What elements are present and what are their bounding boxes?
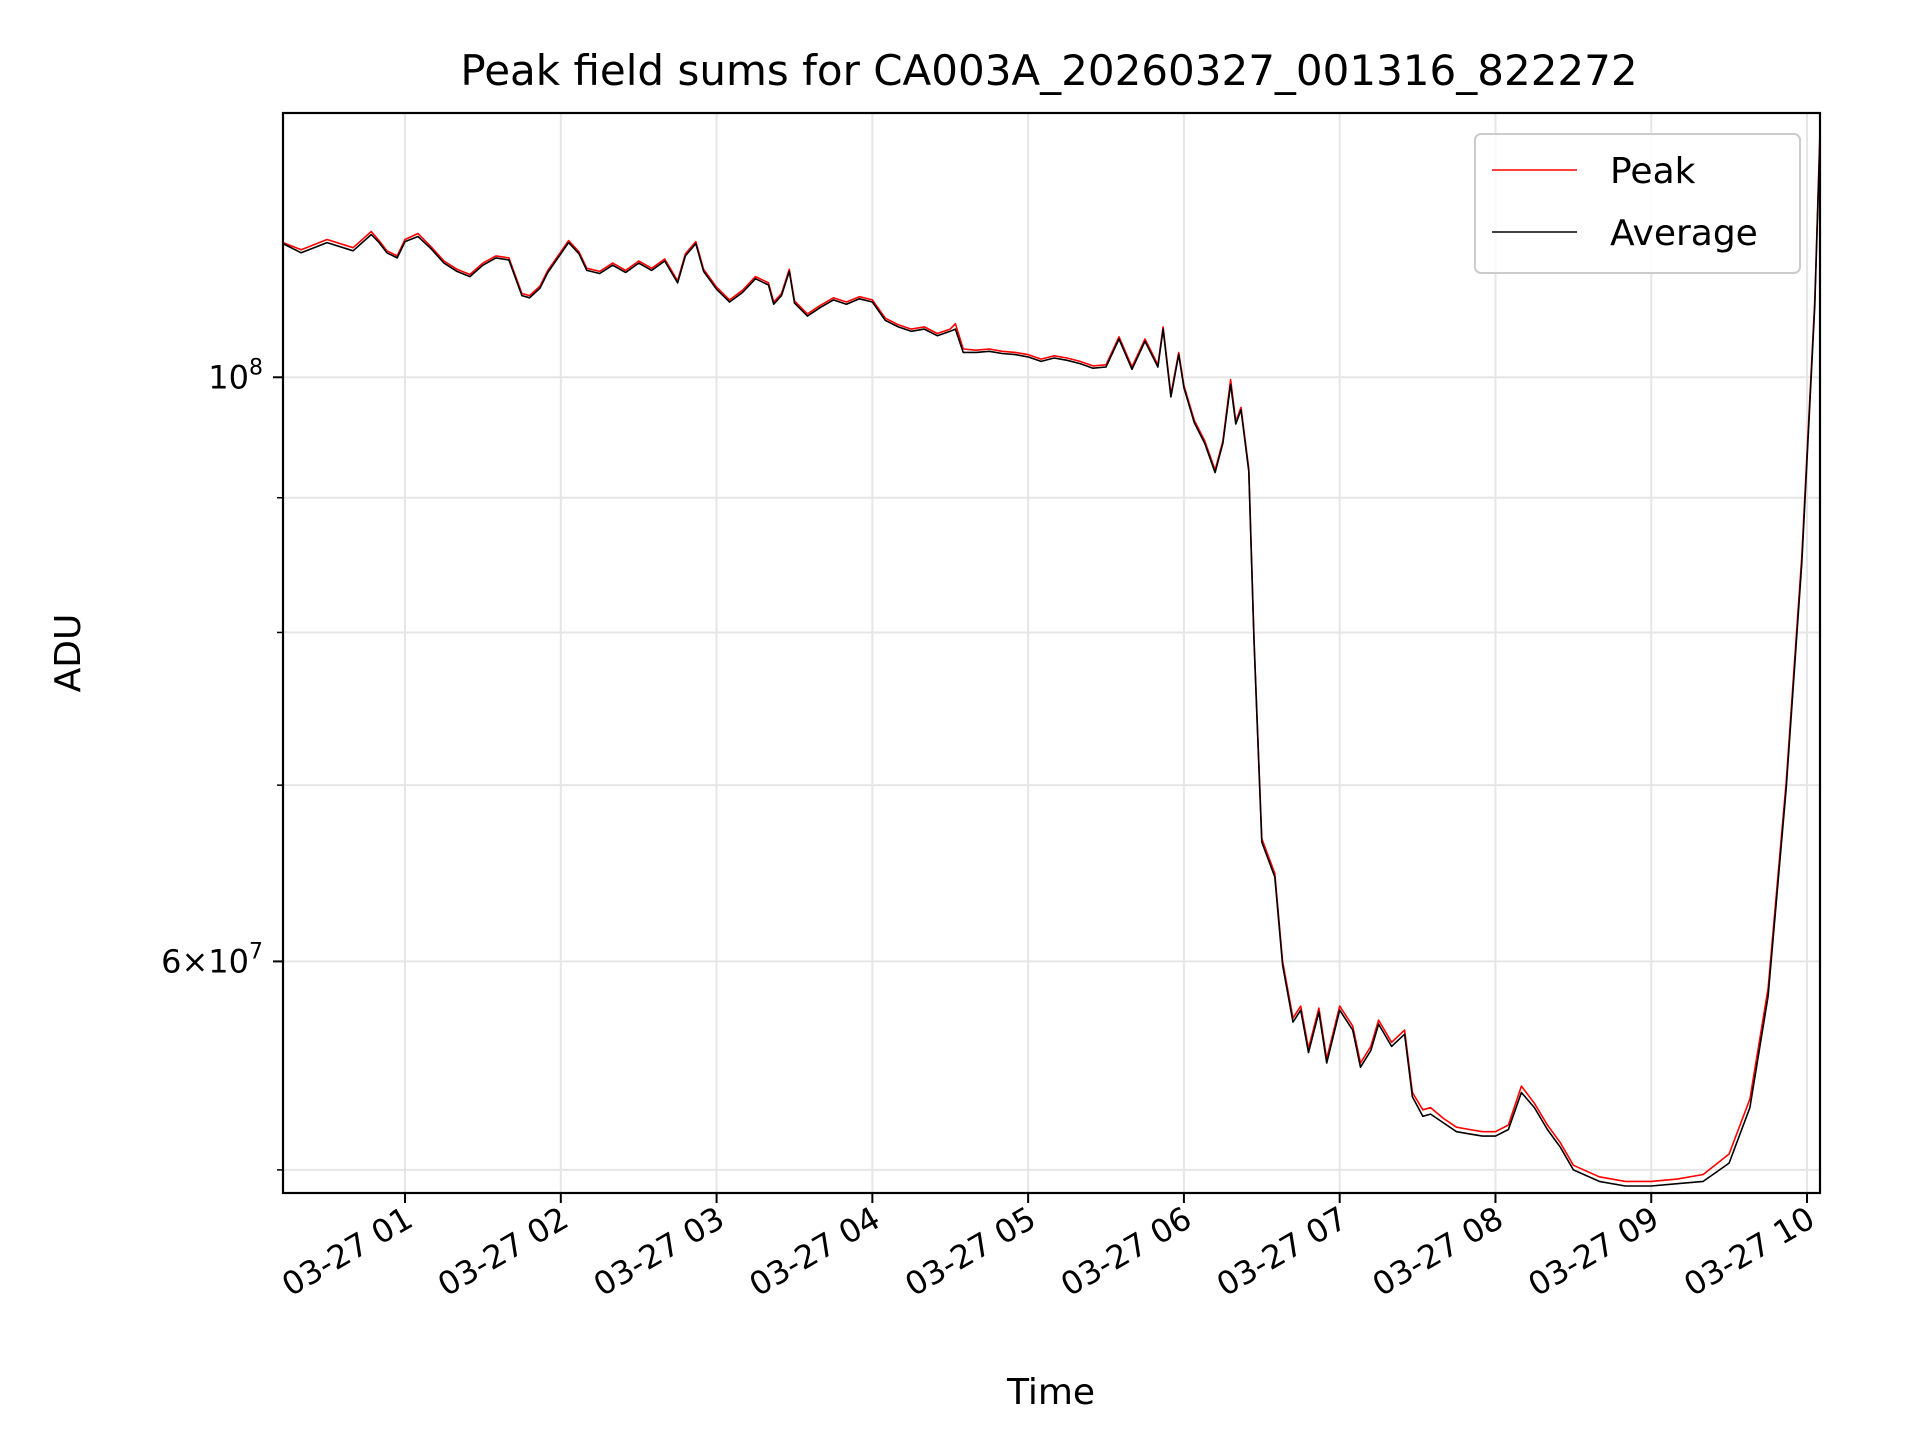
legend: Peak Average [1474,133,1801,274]
plot-area-frame [281,111,1822,1195]
legend-box [1474,133,1801,274]
legend-label-average: Average [1610,213,1758,254]
y-tick-label: 6×107 [161,939,263,980]
series-line-average [282,135,1821,1187]
y-tick-label: 108 [208,355,263,396]
series-line-peak [282,131,1821,1183]
y-axis-label: ADU [48,614,89,693]
series-lines [282,131,1821,1187]
x-axis-label: Time [1006,1372,1095,1413]
grid-lines [283,113,1820,1193]
chart-title: Peak field sums for CA003A_20260327_0013… [460,46,1637,95]
legend-label-peak: Peak [1610,151,1696,192]
